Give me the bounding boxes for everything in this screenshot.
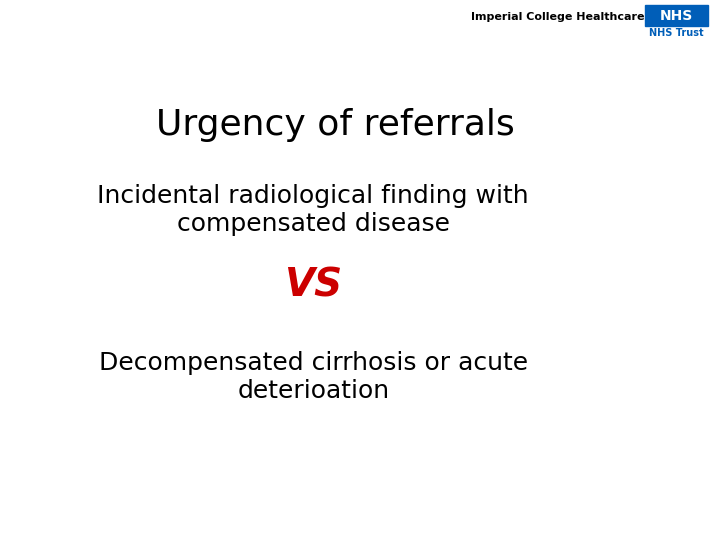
Text: NHS Trust: NHS Trust xyxy=(649,28,704,38)
Text: Decompensated cirrhosis or acute
deterioation: Decompensated cirrhosis or acute deterio… xyxy=(99,351,528,402)
Text: Urgency of referrals: Urgency of referrals xyxy=(156,108,515,142)
Text: Imperial College Healthcare: Imperial College Healthcare xyxy=(471,12,644,22)
Text: Incidental radiological finding with
compensated disease: Incidental radiological finding with com… xyxy=(97,185,529,236)
Text: VS: VS xyxy=(284,266,342,304)
Text: NHS: NHS xyxy=(660,9,693,23)
